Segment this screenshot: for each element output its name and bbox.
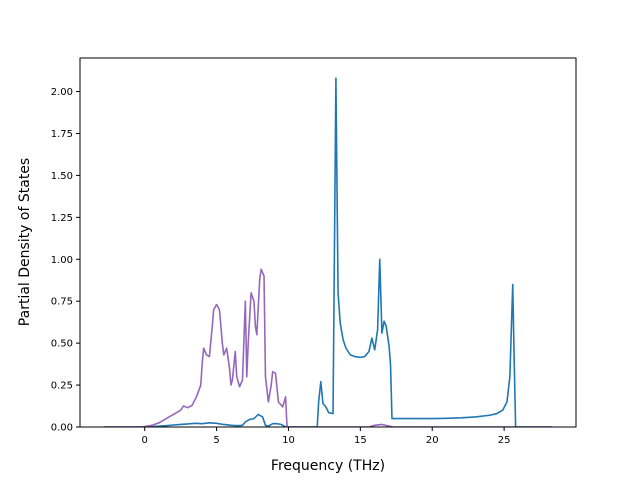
y-axis: 0.00 0.25 0.50 0.75 1.00 1.25 1.50 1.75 2.00: [51, 87, 80, 434]
y-tick-label: 1.25: [51, 213, 73, 224]
series-layer: [103, 77, 553, 427]
plot-frame: [79, 57, 577, 428]
x-axis-label: Frequency (THz): [271, 458, 385, 474]
y-tick-label: 0.75: [51, 297, 73, 308]
x-tick-label: 0: [142, 435, 148, 446]
y-tick-label: 2.00: [51, 87, 73, 98]
x-tick-label: 10: [282, 435, 295, 446]
x-tick-label: 15: [354, 435, 367, 446]
y-tick-label: 1.00: [51, 255, 73, 266]
y-axis-label: Partial Density of States: [17, 158, 33, 326]
y-tick-label: 0.25: [51, 381, 73, 392]
series-line-2: [103, 268, 553, 427]
y-tick-label: 0.00: [51, 423, 73, 434]
x-tick-label: 5: [213, 435, 219, 446]
y-tick-label: 1.50: [51, 171, 73, 182]
x-axis: 0 5 10 15 20 25: [142, 427, 511, 446]
x-tick-label: 25: [498, 435, 511, 446]
y-tick-label: 1.75: [51, 129, 73, 140]
x-tick-label: 20: [426, 435, 439, 446]
y-tick-label: 0.50: [51, 339, 73, 350]
series-line-1: [103, 77, 553, 427]
